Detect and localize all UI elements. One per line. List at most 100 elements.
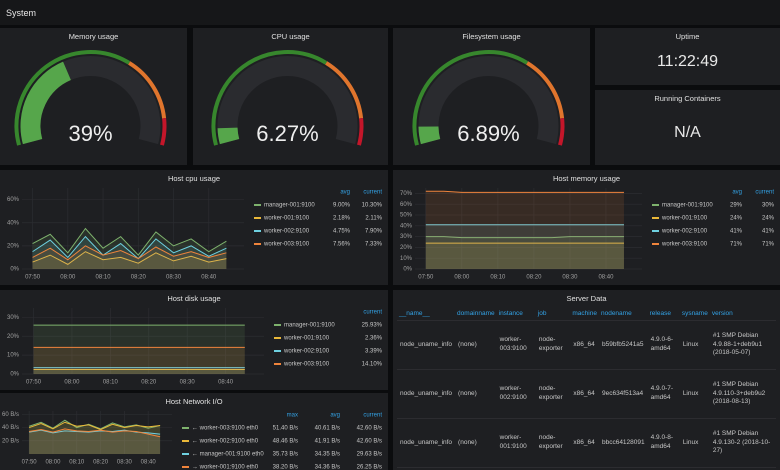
y-tick-label: 10% xyxy=(7,353,20,359)
series-area xyxy=(33,347,245,374)
series-area xyxy=(29,430,161,454)
table-cell: (none) xyxy=(455,369,497,419)
column-header[interactable]: __name__ xyxy=(397,307,456,321)
table-cell: node-exporter xyxy=(535,418,571,468)
table-cell: Linux xyxy=(679,320,710,370)
panel-title: Host memory usage xyxy=(552,174,621,183)
table-cell: node-exporter xyxy=(535,320,571,370)
y-tick-label: 10% xyxy=(400,256,413,262)
table-row: node_uname_info (none) worker-003:9100 node… xyxy=(397,320,776,370)
table-cell: 4.9.0-6-amd64 xyxy=(647,320,680,370)
table-cell: node_uname_info xyxy=(397,369,456,419)
table-wrap: __name__ domainname instance job machine node… xyxy=(397,307,776,468)
series-area xyxy=(29,420,161,454)
y-tick-label: 0% xyxy=(10,372,19,378)
stat-panel: Uptime 11:22:49 xyxy=(595,28,780,85)
table-header-row: __name__ domainname instance job machine node… xyxy=(397,307,776,321)
graph-panel: Host cpu usage 0% 20% 40% 60% 07:50 08:00 08:10… xyxy=(0,170,388,285)
column-header[interactable]: nodename xyxy=(598,307,648,321)
legend-value: 7.90% xyxy=(365,229,383,235)
table-cell: 9ec634f513a4 xyxy=(598,369,648,419)
y-tick-label: 60 B/s xyxy=(2,412,19,418)
series-area xyxy=(32,251,227,269)
column-header[interactable]: machine xyxy=(570,307,599,321)
table-cell: #1 SMP Debian 4.9.130-2 (2018-10-27) xyxy=(709,418,776,468)
stat-value: 11:22:49 xyxy=(656,52,719,70)
legend-column-header: max xyxy=(287,413,298,419)
gauge-track xyxy=(418,56,559,145)
x-tick-label: 08:40 xyxy=(218,380,234,386)
y-tick-label: 70% xyxy=(400,191,413,197)
y-tick-label: 20% xyxy=(7,334,20,340)
dashboard-title[interactable]: System xyxy=(6,8,37,18)
gauge-panel: Filesystem usage 6.89% xyxy=(393,28,590,165)
legend-value: 51.40 B/s xyxy=(273,426,298,432)
table-cell: x86_64 xyxy=(570,320,599,370)
y-tick-label: 40% xyxy=(7,220,20,226)
series-area xyxy=(29,428,161,454)
series-area xyxy=(33,325,245,374)
x-tick-label: 08:10 xyxy=(96,275,112,281)
table-cell: Linux xyxy=(679,418,710,468)
legend-value: 48.46 B/s xyxy=(273,439,298,445)
gauge-label: 6.89% xyxy=(457,121,519,146)
panel-title: Host disk usage xyxy=(167,294,221,303)
series-area xyxy=(32,245,227,269)
legend-name: worker-001:9100 xyxy=(283,336,330,342)
panel-title: Running Containers xyxy=(654,94,721,103)
graph: 0% 10% 20% 30% 07:50 08:00 08:10 08:20 08:30 08:4… xyxy=(7,308,383,386)
y-tick-label: 40 B/s xyxy=(2,425,19,431)
column-header[interactable]: domainname xyxy=(455,307,497,321)
series-line xyxy=(29,428,161,438)
server-table: __name__ domainname instance job machine node… xyxy=(397,307,776,468)
column-header[interactable]: release xyxy=(647,307,680,321)
table-cell: bbcc64128091 xyxy=(598,418,648,468)
series-line xyxy=(32,227,227,256)
y-tick-label: 60% xyxy=(7,197,20,203)
legend-value: 29% xyxy=(730,203,743,209)
legend-column-header: avg xyxy=(340,190,350,196)
legend-value: 30% xyxy=(762,203,775,209)
x-tick-label: 08:10 xyxy=(103,380,119,386)
column-header[interactable]: job xyxy=(535,307,571,321)
series-area xyxy=(425,191,624,269)
legend-value: 41% xyxy=(762,229,775,235)
x-tick-label: 08:10 xyxy=(69,460,85,466)
column-header[interactable]: sysname xyxy=(679,307,710,321)
table-cell: x86_64 xyxy=(570,418,599,468)
x-tick-label: 08:00 xyxy=(45,460,61,466)
column-header[interactable]: version xyxy=(709,307,776,321)
legend-value: 29.63 B/s xyxy=(357,452,382,458)
panel-title: Server Data xyxy=(566,294,607,303)
threshold-band xyxy=(211,50,328,146)
series-area xyxy=(425,224,624,269)
legend-name: manager-001:9100 xyxy=(264,203,315,209)
legend-value: 4.75% xyxy=(333,229,351,235)
table-cell: worker-003:9100 xyxy=(496,320,536,370)
table-cell: node-exporter xyxy=(535,369,571,419)
legend-value: 2.11% xyxy=(365,216,382,222)
series-line xyxy=(425,190,624,193)
gauge-value xyxy=(20,61,72,145)
x-tick-label: 08:00 xyxy=(454,275,470,281)
legend-value: 41% xyxy=(730,229,743,235)
y-tick-label: 30% xyxy=(7,315,20,321)
table-row: node_uname_info (none) worker-002:9100 node… xyxy=(397,369,776,419)
legend-name: ← manager-001:9100 eth0 xyxy=(192,452,264,458)
x-tick-label: 08:20 xyxy=(141,380,157,386)
legend-value: 71% xyxy=(730,242,743,248)
series-area xyxy=(33,369,245,374)
legend-value: 25.93% xyxy=(362,323,383,329)
table-cell: Linux xyxy=(679,369,710,419)
series-area xyxy=(33,367,245,374)
gauge: 39% xyxy=(14,50,167,146)
x-tick-label: 08:00 xyxy=(64,380,80,386)
legend-value: 24% xyxy=(762,216,775,222)
x-tick-label: 08:30 xyxy=(180,380,196,386)
column-header[interactable]: instance xyxy=(496,307,536,321)
y-tick-label: 40% xyxy=(400,223,413,229)
stat-value: N/A xyxy=(674,123,701,141)
legend-name: → worker-001:9100 eth0 xyxy=(192,465,259,470)
gauge-value xyxy=(217,127,240,145)
